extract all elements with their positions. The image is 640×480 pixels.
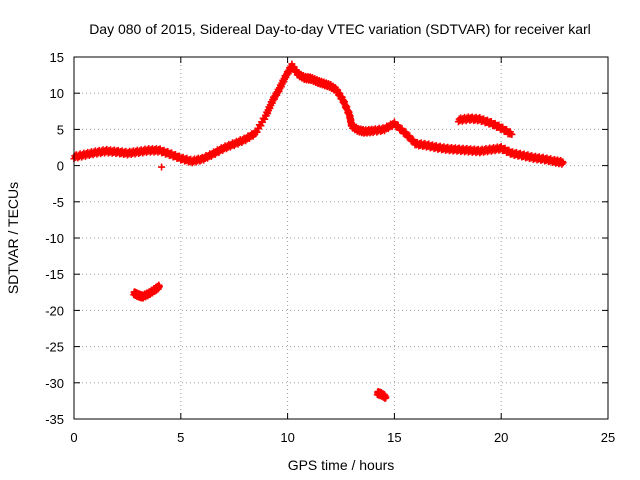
y-tick-label: -35 [45,412,64,427]
x-tick-label: 10 [280,430,294,445]
x-tick-label: 20 [494,430,508,445]
x-axis-ticks: 0 5 10 15 20 25 [70,57,615,445]
lower-arc-point [155,283,163,291]
x-tick-label: 0 [70,430,77,445]
y-tick-label: 5 [57,122,64,137]
x-axis-label: GPS time / hours [288,457,395,473]
x-tick-label: 5 [177,430,184,445]
main-trace-point [559,159,567,167]
y-axis-label: SDTVAR / TECUs [5,182,21,294]
y-tick-label: -20 [45,303,64,318]
isolated-point-point [158,163,166,171]
y-tick-label: 15 [50,50,64,65]
y-tick-label: -10 [45,231,64,246]
upper-branch-point [508,130,516,138]
plot-frame [73,56,609,420]
y-tick-label: -5 [52,195,64,210]
y-tick-label: -25 [45,340,64,355]
y-tick-label: -30 [45,376,64,391]
bottom-fragment-point [382,393,390,401]
x-tick-label: 25 [601,430,615,445]
y-tick-label: 0 [57,159,64,174]
chart-title: Day 080 of 2015, Sidereal Day-to-day VTE… [89,21,591,37]
data-points [70,60,567,402]
grid-lines [74,57,608,419]
y-tick-label: 10 [50,86,64,101]
x-tick-label: 15 [387,430,401,445]
y-tick-label: -15 [45,267,64,282]
y-axis-ticks: 15 10 5 0 -5 -10 -15 -20 -25 -30 -35 [45,50,608,427]
